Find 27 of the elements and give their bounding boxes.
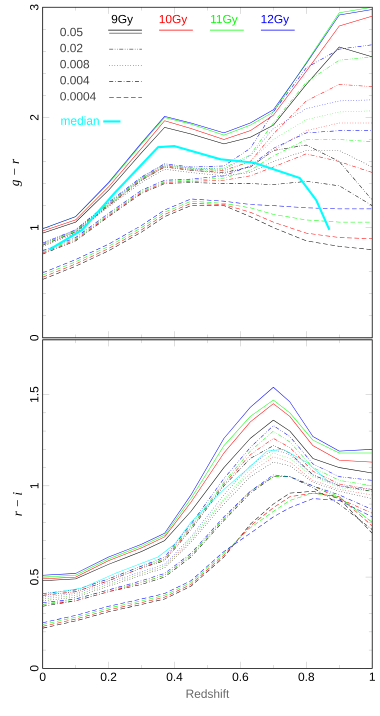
annotation: 0.004 [60, 76, 90, 84]
y-tick-label: 0 [30, 334, 39, 341]
annotation: 9Gy [112, 14, 134, 26]
y-axis-title: r − i [13, 492, 22, 516]
annotation: 0.02 [60, 44, 83, 52]
y-tick-label: 1 [30, 224, 39, 230]
text: median [62, 116, 100, 125]
x-tick-label: 0.4 [166, 672, 183, 682]
annotation: 10Gy [160, 14, 188, 26]
x-tick-label: 1 [370, 672, 376, 681]
x-axis-title: Redshift [186, 689, 230, 698]
y-tick-label: 1.5 [30, 386, 39, 402]
y-axis-title: g − r [12, 158, 22, 186]
y-tick-label: 1 [30, 483, 39, 488]
x-tick-label: 0 [40, 672, 46, 682]
y-tick-label: 0 [30, 665, 39, 672]
annotation: 0.008 [60, 60, 90, 68]
x-tick-label: 0.8 [298, 672, 314, 682]
x-tick-label: 0.2 [101, 672, 117, 682]
annotation: 0.0004 [60, 92, 96, 101]
annotation: 0.05 [60, 28, 83, 36]
y-tick-label: 0.5 [30, 569, 39, 585]
annotation: 12Gy [262, 14, 290, 26]
x-tick-label: 0.6 [232, 672, 248, 682]
y-tick-label: 2 [30, 114, 39, 120]
y-tick-label: 3 [30, 4, 39, 10]
annotation: 11Gy [211, 14, 238, 26]
